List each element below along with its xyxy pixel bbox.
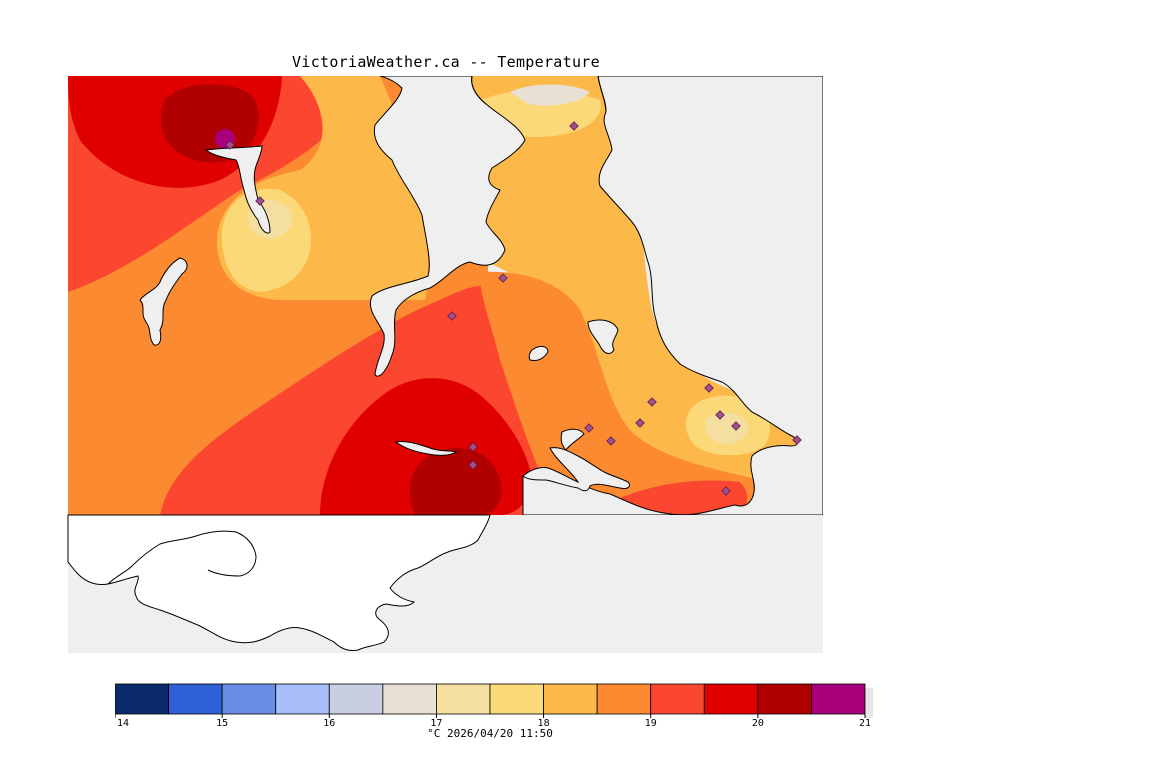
legend-band [382, 683, 437, 715]
legend-band [275, 683, 330, 715]
legend-band [168, 683, 223, 715]
station-marker [498, 273, 508, 283]
station-marker [647, 397, 657, 407]
lake-east-2 [528, 345, 549, 361]
legend-band [543, 683, 598, 715]
legend-tick-label: 21 [859, 718, 871, 727]
temperature-map [67, 75, 823, 653]
contour-20-south [410, 448, 502, 515]
legend-timestamp: 2026/04/20 11:50 [446, 727, 553, 740]
contour-18-5-east [479, 271, 764, 515]
station-marker [792, 435, 802, 445]
map-title: VictoriaWeather.ca -- Temperature [292, 53, 600, 71]
legend-tick-label: 18 [538, 718, 550, 727]
temperature-contours [68, 76, 798, 515]
legend-band [328, 683, 384, 715]
legend-band [757, 683, 812, 715]
station-marker [715, 410, 725, 420]
legend-band [650, 683, 705, 715]
legend-band [811, 683, 866, 715]
station-markers [225, 121, 802, 496]
station-marker [225, 140, 235, 150]
contour-20-west [160, 84, 259, 163]
station-marker [468, 460, 478, 470]
legend-caption: °C 2026/04/20 11:50 [0, 727, 980, 740]
station-marker [606, 436, 616, 446]
legend-tick-label: 16 [323, 718, 335, 727]
south-landmass [67, 514, 491, 651]
contour-17-east [704, 412, 748, 445]
color-scale-legend: 14 15 16 17 18 19 20 21 [115, 683, 873, 727]
legend-shadow [865, 688, 873, 718]
east-sea [522, 76, 823, 516]
west-lake [139, 257, 188, 346]
west-island [394, 441, 458, 456]
north-lake [204, 145, 271, 234]
contour-17-north-tip [510, 84, 590, 106]
inlet-water [370, 76, 526, 377]
legend-band [703, 683, 759, 715]
station-marker [731, 421, 741, 431]
station-marker [721, 486, 731, 496]
legend-band [436, 683, 491, 715]
legend-tick-label: 20 [752, 718, 764, 727]
legend-band [115, 683, 169, 715]
legend-unit: °C [427, 727, 441, 740]
station-marker [447, 311, 457, 321]
legend-tick-label: 19 [645, 718, 657, 727]
coastline [471, 75, 607, 113]
harbour-inlet [560, 428, 585, 451]
south-inlet [522, 447, 631, 492]
contour-19-east [620, 480, 748, 515]
lake-east-1 [587, 319, 619, 354]
legend-tick-label: 15 [216, 718, 228, 727]
legend-tick-label: 17 [430, 718, 442, 727]
legend-band [489, 683, 544, 715]
station-marker [255, 196, 265, 206]
legend-band [596, 683, 652, 715]
south-landmass-inner [107, 530, 257, 585]
station-marker [584, 423, 594, 433]
legend-band [221, 683, 277, 715]
station-marker [704, 383, 714, 393]
legend-tick-label: 14 [117, 718, 129, 727]
station-marker [468, 442, 478, 452]
station-marker [569, 121, 579, 131]
station-marker [635, 418, 645, 428]
